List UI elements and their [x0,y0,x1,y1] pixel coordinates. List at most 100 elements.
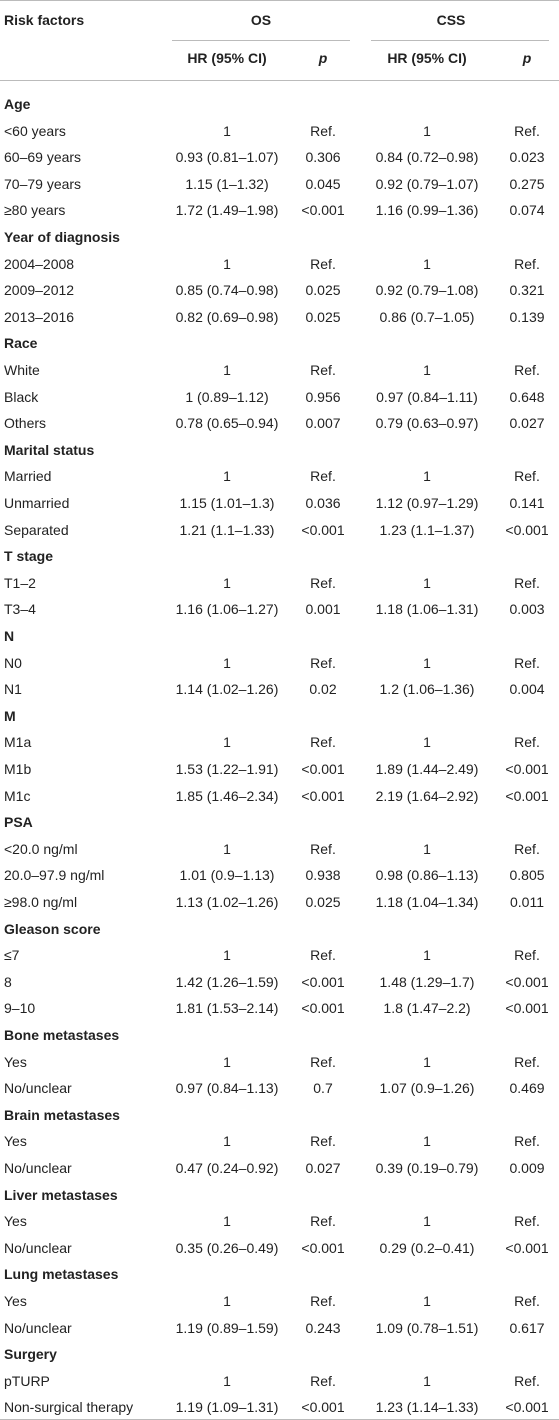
cell: 1 [423,468,431,485]
cell: 1 [423,947,431,964]
cell: 0.938 [305,867,341,884]
cell: <0.001 [301,761,345,777]
cell: Ref. [514,1133,540,1150]
cell: 1 [423,1372,431,1389]
header-rule [371,40,549,41]
cell: 1.23 (1.14–1.33) [375,1399,479,1416]
cell: <0.001 [301,521,345,538]
cell: <0.001 [301,787,345,804]
group-title: Marital status [4,441,95,458]
row-label: 2009–2012 [4,282,75,299]
cell: 1.23 (1.1–1.37) [379,521,475,538]
cell: 0.79 (0.63–0.97) [375,415,479,432]
row-label: Yes [4,1293,27,1309]
cell: 1 [223,468,231,485]
cell: <0.001 [505,521,549,538]
cell: 1.8 (1.47–2.2) [383,1000,471,1017]
cell: Ref. [310,362,336,378]
cell: 1 [223,1293,231,1309]
cell: 0.97 (0.84–1.11) [376,388,478,405]
cell: 0.39 (0.19–0.79) [375,1160,479,1176]
header-cell: HR (95% CI) [387,50,467,66]
row-label: 2013–2016 [4,308,75,325]
row-label: pTURP [4,1372,50,1389]
header-cell: OS [250,12,272,28]
row-label: Black [4,388,39,405]
group-title: Lung metastases [4,1266,119,1283]
cell: 0.025 [305,308,341,325]
cell: 0.47 (0.24–0.92) [175,1160,279,1176]
row-label: M1c [4,787,31,804]
cell: Ref. [514,1372,540,1389]
header-cell: Risk factors [4,12,85,28]
cell: Ref. [310,947,336,964]
cell: 1 [223,840,231,857]
cell: Ref. [310,574,336,591]
cell: 0.82 (0.69–0.98) [175,308,279,325]
cell: 0.805 [509,867,545,884]
cell: 0.275 [509,175,545,192]
group-title: Bone metastases [4,1027,120,1043]
row-label: N0 [4,654,22,671]
row-label: Yes [4,1053,27,1070]
cell: 1 (0.89–1.12) [185,388,269,405]
cell: 0.045 [305,175,341,192]
cell: 0.011 [510,894,544,910]
group-title: T stage [4,548,54,565]
cell: 1.18 (1.04–1.34) [375,894,479,910]
cell: 0.648 [509,388,545,405]
cell: <0.001 [301,1239,345,1256]
group-title: N [4,628,15,644]
cell: Ref. [514,255,540,272]
row-label: Married [4,468,52,485]
cell: 1 [423,362,431,378]
cell: 1 [223,1053,231,1070]
cell: 1 [223,1213,231,1230]
cell: 0.306 [305,149,341,166]
header-cell: CSS [436,12,466,28]
cell: Ref. [310,468,336,485]
cell: 1 [423,574,431,591]
cell: <0.001 [301,202,345,219]
header-cell: p [318,50,328,66]
cell: 1.18 (1.06–1.31) [375,601,479,618]
row-label: <20.0 ng/ml [4,840,78,857]
row-label: White [4,362,40,378]
cell: 1.53 (1.22–1.91) [175,761,279,777]
header-rule [172,40,350,41]
cell: 0.78 (0.65–0.94) [175,415,279,432]
cell: 0.009 [509,1160,545,1176]
header-cell: HR (95% CI) [187,50,267,66]
cell: <0.001 [505,787,549,804]
cell: 1 [223,122,231,139]
cell: Ref. [310,1293,336,1309]
cell: 1.19 (0.89–1.59) [175,1319,279,1336]
cell: 1 [223,362,231,378]
cell: 0.92 (0.79–1.07) [375,175,479,192]
cell: 1.16 (1.06–1.27) [175,601,279,618]
group-title: Brain metastases [4,1106,120,1123]
cell: <0.001 [505,1000,549,1017]
cell: Ref. [514,654,540,671]
cell: 0.027 [509,415,545,432]
cell: 0.074 [509,202,545,219]
cell: 0.86 (0.7–1.05) [379,308,475,325]
cell: Ref. [310,1053,336,1070]
cell: 0.004 [509,681,545,698]
cell: 0.007 [305,415,341,432]
cell: 1.81 (1.53–2.14) [175,1000,279,1017]
cell: 0.321 [509,282,545,299]
cell: 0.7 [313,1080,333,1097]
cell: 1.89 (1.44–2.49) [375,761,479,777]
row-label: T1–2 [4,574,36,591]
cell: 1.09 (0.78–1.51) [375,1319,479,1336]
cell: 2.19 (1.64–2.92) [375,787,479,804]
cell: 0.027 [305,1160,341,1176]
cell: Ref. [310,122,336,139]
cell: 1 [223,947,231,964]
cell: 0.243 [305,1319,341,1336]
cell: 1.15 (1.01–1.3) [179,495,275,511]
group-title: Liver metastases [4,1186,118,1203]
cell: 1 [223,255,231,272]
